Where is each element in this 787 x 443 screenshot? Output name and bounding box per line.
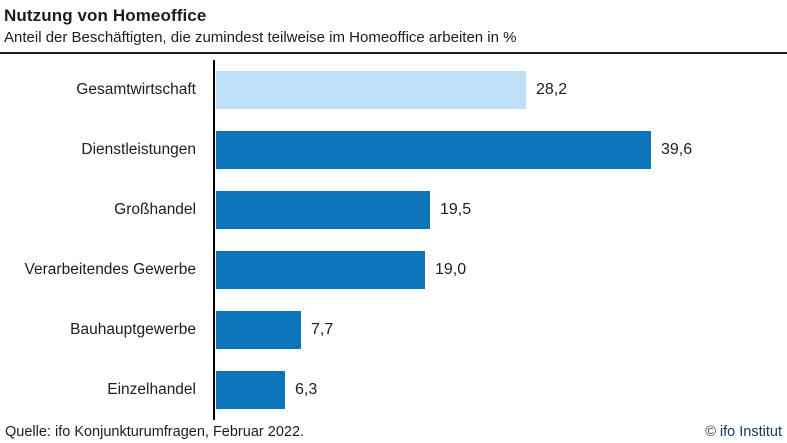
chart-subtitle: Anteil der Beschäftigten, die zumindest … [4, 29, 517, 46]
value-label: 19,5 [440, 201, 472, 218]
chart-row: Verarbeitendes Gewerbe 19,0 [0, 240, 787, 300]
value-label: 39,6 [661, 141, 693, 158]
header-divider [0, 52, 787, 54]
category-label: Großhandel [114, 201, 196, 218]
value-label: 28,2 [536, 81, 568, 98]
chart-header: Nutzung von Homeoffice Anteil der Beschä… [0, 0, 787, 48]
chart-row: Großhandel 19,5 [0, 180, 787, 240]
category-label: Verarbeitendes Gewerbe [24, 261, 196, 278]
value-label: 6,3 [295, 381, 318, 398]
chart-row: Gesamtwirtschaft 28,2 [0, 60, 787, 120]
bar [216, 71, 526, 109]
page-title: Nutzung von Homeoffice [4, 6, 207, 25]
bar [216, 371, 285, 409]
bar-area: 6,3 [214, 360, 787, 420]
bar-area: 7,7 [214, 300, 787, 360]
category-label: Gesamtwirtschaft [76, 81, 196, 98]
category-label: Einzelhandel [107, 381, 196, 398]
bar [216, 191, 430, 229]
source-note: Quelle: ifo Konjunkturumfragen, Februar … [5, 424, 305, 440]
bar-chart: Gesamtwirtschaft 28,2 Dienstleistungen 39,6… [0, 60, 787, 420]
value-label: 19,0 [435, 261, 467, 278]
bar [216, 251, 425, 289]
copyright-note: © ifo Institut [705, 424, 782, 440]
bar-area: 19,5 [214, 180, 787, 240]
category-label: Bauhauptgewerbe [70, 321, 196, 338]
y-axis-line [213, 60, 215, 420]
category-label: Dienstleistungen [81, 141, 196, 158]
value-label: 7,7 [311, 321, 334, 338]
bar [216, 311, 301, 349]
bar [216, 131, 651, 169]
chart-footer: Quelle: ifo Konjunkturumfragen, Februar … [0, 424, 787, 440]
bar-area: 39,6 [214, 120, 787, 180]
chart-row: Dienstleistungen 39,6 [0, 120, 787, 180]
chart-row: Einzelhandel 6,3 [0, 360, 787, 420]
bar-area: 19,0 [214, 240, 787, 300]
chart-rows: Gesamtwirtschaft 28,2 Dienstleistungen 39,6… [0, 60, 787, 420]
bar-area: 28,2 [214, 60, 787, 120]
chart-row: Bauhauptgewerbe 7,7 [0, 300, 787, 360]
